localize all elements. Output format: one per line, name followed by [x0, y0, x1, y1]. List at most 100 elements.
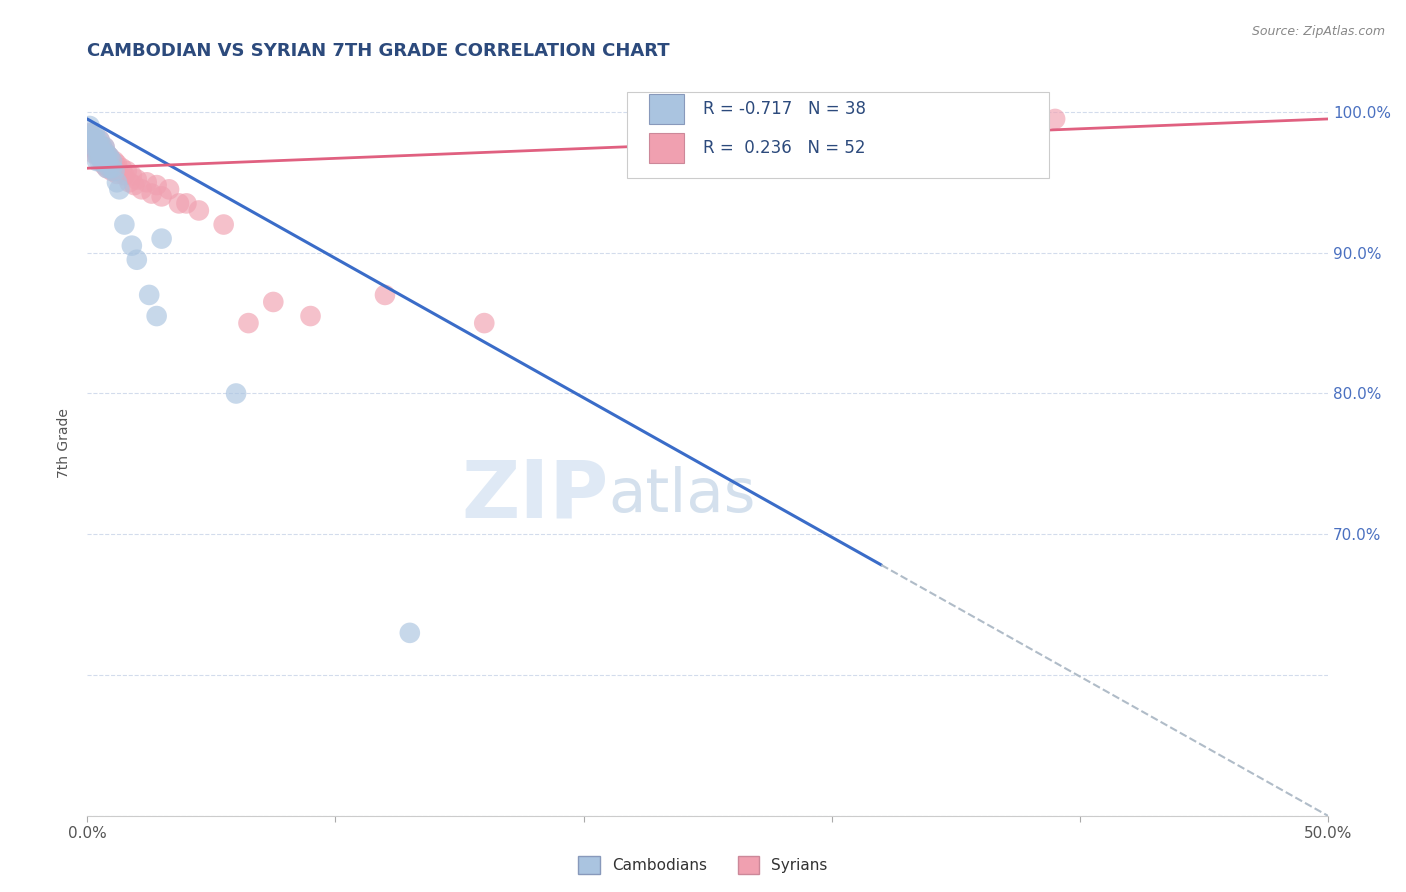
Point	[83, 133, 105, 147]
Point	[91, 154, 114, 169]
Point	[98, 161, 121, 176]
Point	[82, 133, 104, 147]
Point	[83, 140, 105, 154]
Point	[145, 309, 167, 323]
Point	[187, 203, 209, 218]
Point	[82, 140, 104, 154]
Point	[91, 147, 114, 161]
Point	[105, 157, 128, 171]
Point	[103, 164, 125, 178]
Point	[89, 140, 111, 154]
Text: ZIP: ZIP	[461, 456, 609, 534]
Point	[96, 161, 118, 176]
Point	[82, 133, 104, 147]
Point	[98, 150, 121, 164]
Point	[86, 140, 108, 154]
Point	[150, 232, 173, 246]
Point	[89, 140, 111, 154]
Point	[83, 126, 105, 140]
Point	[103, 154, 125, 169]
Point	[101, 161, 124, 176]
FancyBboxPatch shape	[627, 92, 1049, 178]
Point	[131, 182, 153, 196]
Point	[108, 164, 131, 178]
Point	[89, 147, 111, 161]
Point	[86, 147, 108, 161]
Legend: Cambodians, Syrians: Cambodians, Syrians	[572, 850, 834, 880]
Point	[374, 288, 396, 302]
Point	[112, 218, 135, 232]
Point	[101, 154, 124, 169]
Point	[103, 164, 125, 178]
Point	[96, 147, 118, 161]
Point	[89, 133, 111, 147]
FancyBboxPatch shape	[650, 133, 685, 163]
Text: R = -0.717   N = 38: R = -0.717 N = 38	[703, 100, 866, 119]
Point	[105, 167, 128, 181]
Point	[150, 189, 173, 203]
Text: atlas: atlas	[609, 466, 756, 524]
Point	[93, 140, 115, 154]
Point	[98, 158, 121, 172]
Point	[83, 133, 105, 147]
Point	[93, 140, 115, 154]
Text: Source: ZipAtlas.com: Source: ZipAtlas.com	[1251, 25, 1385, 38]
Point	[225, 386, 247, 401]
Point	[91, 154, 114, 169]
Point	[93, 154, 115, 169]
Point	[89, 154, 111, 169]
Point	[1043, 112, 1066, 126]
Point	[86, 147, 108, 161]
Point	[79, 119, 101, 133]
Point	[98, 150, 121, 164]
Point	[86, 140, 108, 154]
Point	[299, 309, 322, 323]
Point	[89, 133, 111, 147]
Point	[238, 316, 260, 330]
Point	[115, 164, 138, 178]
Point	[145, 178, 167, 193]
Point	[96, 154, 118, 169]
Point	[125, 252, 148, 267]
Point	[91, 140, 114, 154]
Point	[124, 178, 146, 193]
FancyBboxPatch shape	[650, 95, 685, 124]
Point	[121, 238, 143, 252]
Point	[96, 154, 118, 169]
Point	[167, 196, 190, 211]
Point	[82, 126, 104, 140]
Point	[135, 175, 157, 189]
Point	[138, 288, 160, 302]
Point	[121, 168, 143, 182]
Point	[79, 126, 101, 140]
Point	[108, 182, 131, 196]
Point	[91, 140, 114, 154]
Point	[93, 147, 115, 161]
Point	[101, 164, 124, 178]
Point	[157, 182, 180, 196]
Point	[83, 147, 105, 161]
Point	[398, 625, 420, 640]
Point	[472, 316, 495, 330]
Point	[118, 175, 141, 189]
Point	[93, 150, 115, 164]
Point	[262, 295, 284, 310]
Point	[212, 218, 235, 232]
Point	[96, 147, 118, 161]
Point	[96, 161, 118, 176]
Point	[89, 147, 111, 161]
Point	[101, 154, 124, 169]
Point	[125, 172, 148, 186]
Point	[86, 154, 108, 169]
Point	[86, 133, 108, 147]
Point	[112, 168, 135, 182]
Point	[83, 140, 105, 154]
Y-axis label: 7th Grade: 7th Grade	[58, 408, 72, 478]
Point	[141, 186, 163, 201]
Point	[93, 158, 115, 172]
Text: R =  0.236   N = 52: R = 0.236 N = 52	[703, 139, 865, 157]
Point	[111, 161, 134, 176]
Point	[176, 196, 198, 211]
Point	[91, 147, 114, 161]
Text: CAMBODIAN VS SYRIAN 7TH GRADE CORRELATION CHART: CAMBODIAN VS SYRIAN 7TH GRADE CORRELATIO…	[87, 42, 669, 60]
